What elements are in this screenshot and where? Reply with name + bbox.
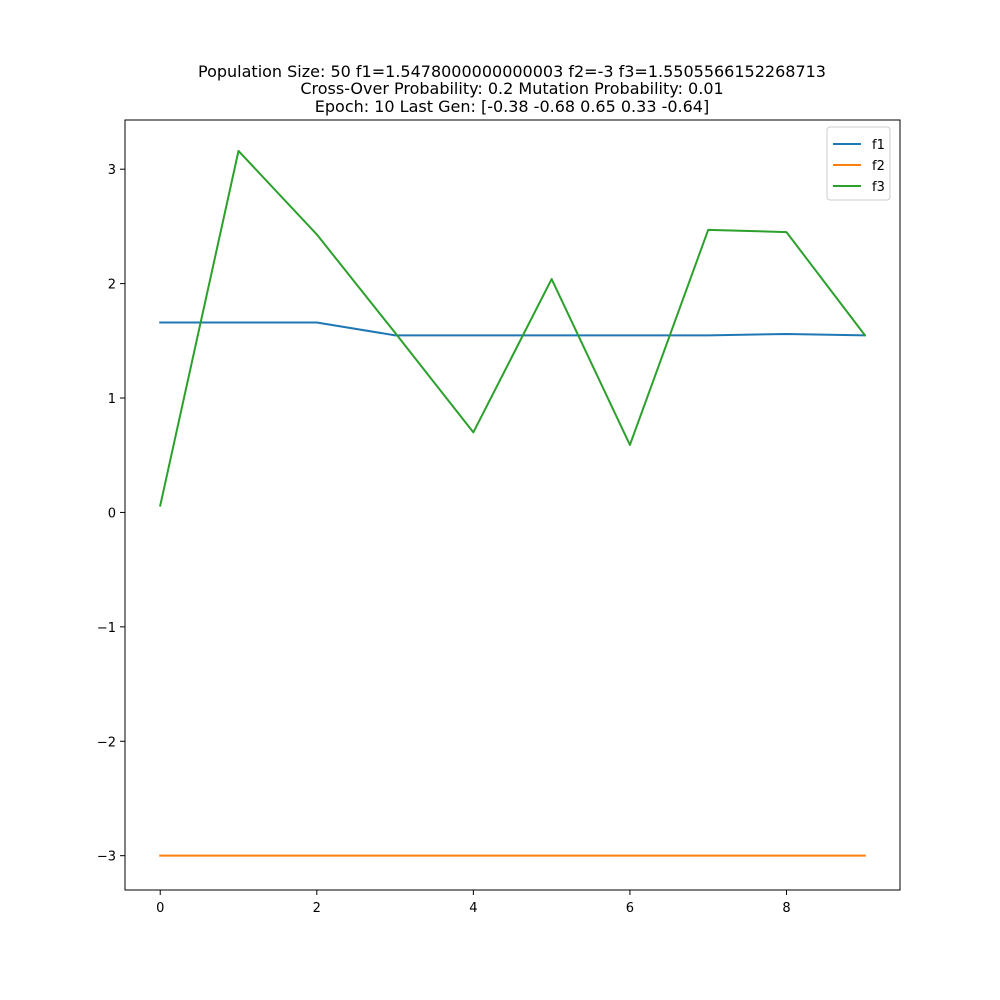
y-tick-label: 1: [108, 392, 116, 407]
legend: f1 f2 f3: [826, 126, 891, 201]
legend-box: [826, 126, 891, 201]
legend-label-f3: f3: [872, 180, 885, 195]
chart-title-line-2: Cross-Over Probability: 0.2 Mutation Pro…: [300, 79, 723, 98]
x-tick-label: 8: [782, 901, 790, 916]
series-layer: [159, 149, 867, 857]
x-axis: 0 2 4 6 8: [156, 890, 791, 916]
chart-title-line-3: Epoch: 10 Last Gen: [-0.38 -0.68 0.65 0.…: [315, 97, 709, 116]
y-tick-label: −1: [97, 621, 116, 636]
x-tick-label: 4: [469, 901, 477, 916]
y-tick-label: 0: [108, 506, 116, 521]
plot-area-frame: [124, 119, 901, 891]
x-tick-label: 6: [626, 901, 634, 916]
y-axis: −3 −2 −1 0 1 2 3: [97, 163, 125, 865]
chart-title-line-1: Population Size: 50 f1=1.547800000000000…: [198, 62, 826, 81]
y-tick-label: −3: [97, 850, 116, 865]
x-tick-label: 2: [313, 901, 321, 916]
legend-label-f2: f2: [872, 159, 885, 174]
y-tick-label: 3: [108, 163, 116, 178]
y-tick-label: −2: [97, 735, 116, 750]
series-line-f3: [159, 149, 867, 507]
x-tick-label: 0: [156, 901, 164, 916]
chart-title: Population Size: 50 f1=1.547800000000000…: [198, 62, 826, 116]
series-line-f1: [159, 321, 866, 337]
y-tick-label: 2: [108, 278, 116, 293]
legend-label-f1: f1: [872, 138, 885, 153]
